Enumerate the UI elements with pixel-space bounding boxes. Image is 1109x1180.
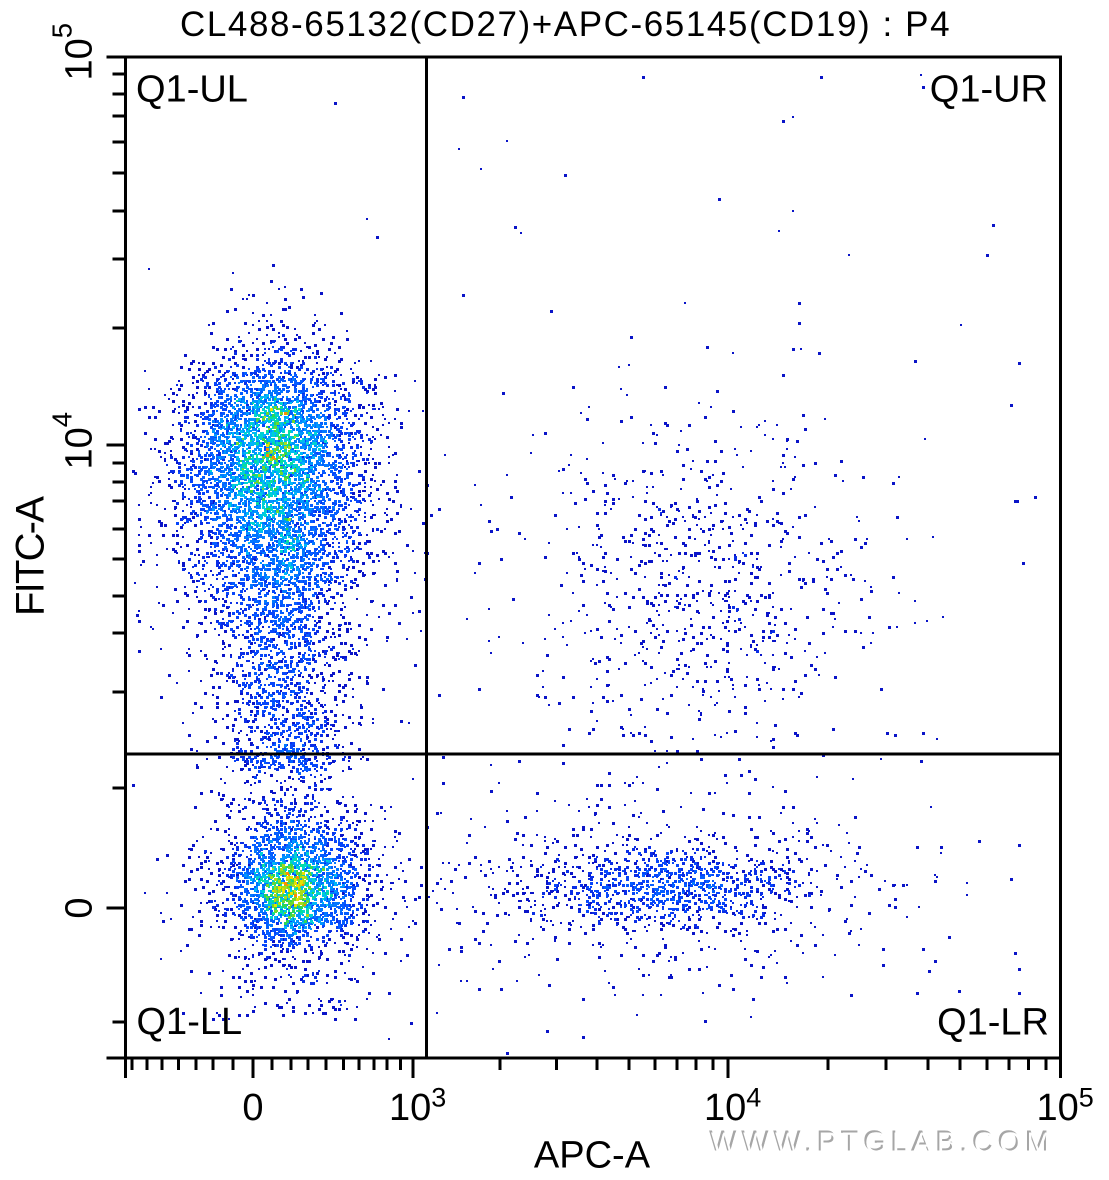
svg-text:Q1-UR: Q1-UR xyxy=(930,69,1048,111)
svg-text:APC-A: APC-A xyxy=(534,1135,651,1176)
svg-text:104: 104 xyxy=(704,1083,761,1130)
svg-text:103: 103 xyxy=(389,1083,446,1130)
svg-text:WWW.PTGLAB.COM: WWW.PTGLAB.COM xyxy=(711,1128,1056,1160)
svg-text:0: 0 xyxy=(59,897,101,918)
svg-text:FITC-A: FITC-A xyxy=(9,496,53,616)
svg-text:0: 0 xyxy=(242,1087,263,1129)
svg-text:Q1-LL: Q1-LL xyxy=(137,1001,243,1043)
svg-text:Q1-LR: Q1-LR xyxy=(937,1002,1049,1044)
svg-text:CL488-65132(CD27)+APC-65145(CD: CL488-65132(CD27)+APC-65145(CD19) : P4 xyxy=(180,5,951,44)
svg-text:WWW.PTGLAB.COM: WWW.PTGLAB.COM xyxy=(709,1126,1054,1158)
svg-text:Q1-UL: Q1-UL xyxy=(136,69,248,111)
